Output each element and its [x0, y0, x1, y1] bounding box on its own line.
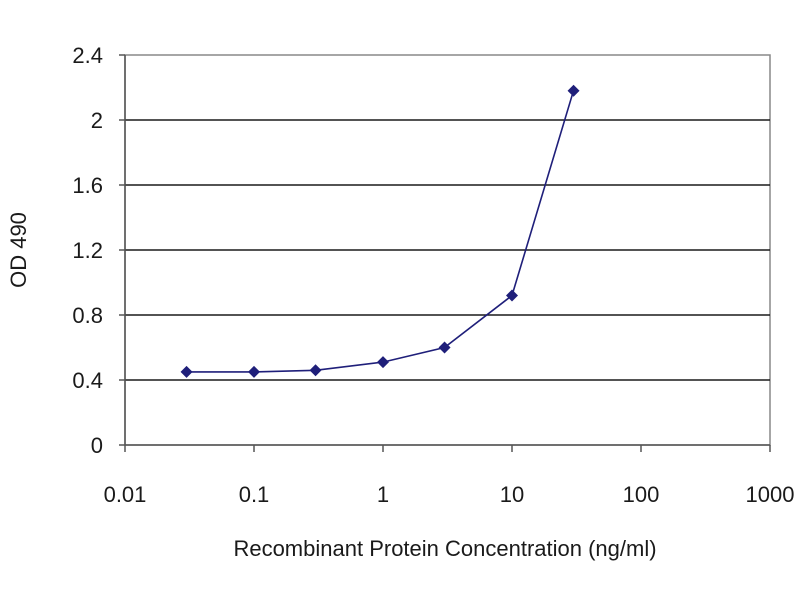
- y-tick-label-0: 0: [91, 433, 103, 458]
- x-tick-label-0: 0.01: [104, 482, 147, 507]
- y-axis-title: OD 490: [6, 212, 31, 288]
- data-point-0-3: [377, 356, 389, 369]
- x-tick-label-1: 0.1: [239, 482, 270, 507]
- gridlines: [125, 119, 770, 381]
- y-tick-label-6: 2.4: [72, 43, 103, 68]
- y-tick-label-4: 1.6: [72, 173, 103, 198]
- axes: [119, 54, 771, 452]
- x-axis-title: Recombinant Protein Concentration (ng/ml…: [233, 536, 656, 561]
- data-point-0-6: [567, 84, 580, 97]
- data-point-0-2: [309, 364, 322, 377]
- data-point-0-0: [180, 365, 193, 378]
- x-tick-label-5: 1000: [746, 482, 795, 507]
- x-tick-labels: 0.01 0.1 1 10 100 1000: [104, 482, 795, 507]
- y-tick-label-2: 0.8: [72, 303, 103, 328]
- data-series: [180, 84, 580, 378]
- y-tick-labels: 0 0.4 0.8 1.2 1.6 2 2.4: [72, 43, 103, 458]
- data-point-0-5: [506, 289, 518, 302]
- data-point-0-1: [248, 365, 260, 378]
- y-tick-label-5: 2: [91, 108, 103, 133]
- data-point-0-4: [438, 341, 451, 354]
- x-tick-label-2: 1: [377, 482, 389, 507]
- y-tick-label-3: 1.2: [72, 238, 103, 263]
- x-tick-label-4: 100: [623, 482, 660, 507]
- x-tick-label-3: 10: [500, 482, 524, 507]
- y-tick-label-1: 0.4: [72, 368, 103, 393]
